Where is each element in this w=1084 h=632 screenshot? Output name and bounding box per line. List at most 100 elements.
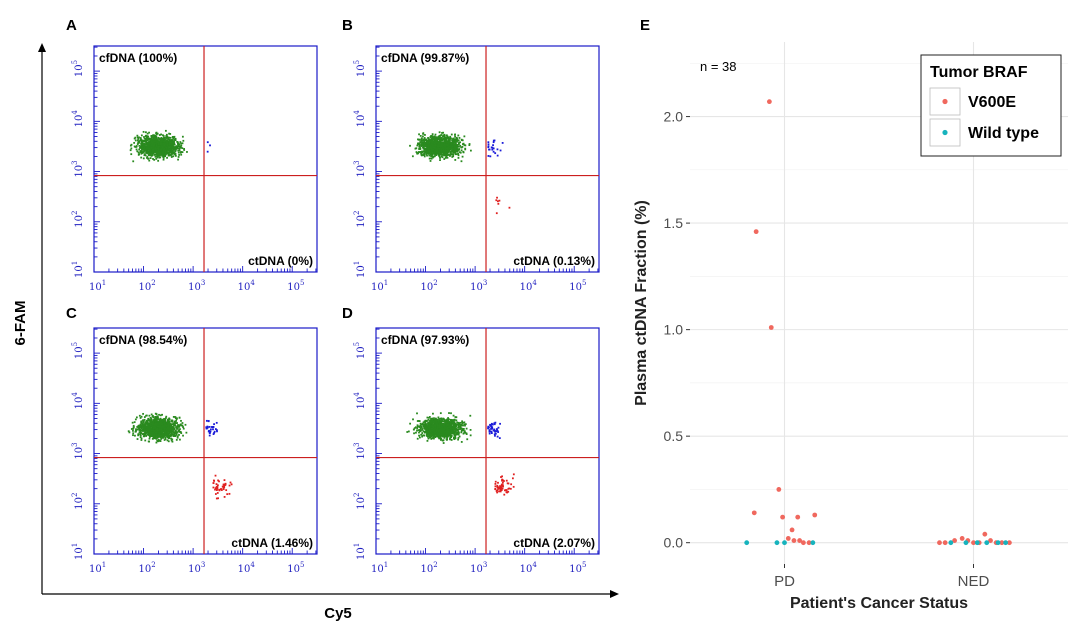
cfdna-droplet (168, 424, 171, 426)
cfdna-droplet (449, 147, 451, 150)
cfdna-droplet (457, 421, 460, 424)
cfdna-droplet (146, 149, 149, 151)
cfdna-droplet (150, 429, 153, 432)
ctdna-droplet (214, 488, 216, 491)
cfdna-droplet (184, 423, 187, 426)
cfdna-droplet (440, 419, 443, 421)
cfdna-droplet (445, 143, 448, 146)
cfdna-droplet (152, 431, 155, 434)
cfdna-droplet (416, 429, 418, 432)
cfdna-droplet (174, 432, 177, 435)
panel-letter: D (342, 305, 353, 322)
cfdna-droplet (173, 431, 175, 434)
cfdna-droplet (466, 438, 469, 441)
cfdna-droplet (428, 154, 431, 157)
cfdna-droplet (453, 419, 456, 421)
cfdna-droplet (149, 157, 152, 159)
cfdna-droplet (463, 431, 466, 434)
cfdna-droplet (426, 147, 428, 150)
cfdna-droplet (430, 430, 433, 433)
axis-ticks (93, 46, 317, 273)
cfdna-droplet (452, 428, 455, 430)
double-positive-droplet (216, 430, 218, 433)
cfdna-droplet (460, 429, 463, 432)
cfdna-droplet (438, 425, 441, 427)
cfdna-droplet (441, 439, 444, 442)
cfdna-droplet (159, 144, 162, 146)
cfdna-droplet (139, 146, 141, 149)
cfdna-droplet (434, 138, 437, 141)
cfdna-droplet (154, 417, 157, 420)
double-positive-droplet (209, 430, 212, 433)
cfdna-droplet (464, 144, 467, 147)
ctdna-droplet (216, 486, 219, 489)
cfdna-droplet (428, 424, 431, 427)
cfdna-droplet (177, 147, 179, 150)
cfdna-droplet (439, 145, 441, 148)
cfdna-droplet (153, 136, 155, 139)
cfdna-droplet (168, 431, 171, 434)
double-positive-droplet (209, 144, 211, 147)
cfdna-droplet (147, 419, 149, 422)
cfdna-droplet (443, 158, 446, 160)
cfdna-droplet (411, 155, 414, 158)
cfdna-droplet (443, 141, 446, 144)
cfdna-droplet (423, 144, 426, 147)
cfdna-droplet (428, 138, 431, 141)
cfdna-droplet (428, 416, 430, 419)
cfdna-droplet (168, 432, 171, 435)
cfdna-droplet (446, 152, 449, 155)
cfdna-droplet (422, 132, 425, 135)
cfdna-droplet (447, 433, 450, 436)
cfdna-droplet (152, 419, 155, 422)
cfdna-droplet (455, 416, 458, 419)
ctdna-droplet (224, 482, 227, 485)
cfdna-droplet (144, 426, 147, 428)
cfdna-droplet (160, 428, 163, 431)
cfdna-droplet (427, 142, 430, 145)
ctdna-droplet (510, 483, 513, 486)
cfdna-droplet (162, 156, 165, 159)
cfdna-droplet (158, 156, 161, 159)
cfdna-droplet (449, 425, 452, 428)
cfdna-droplet (170, 434, 173, 436)
ctdna-droplet (500, 486, 503, 489)
cfdna-droplet (155, 145, 158, 148)
cfdna-droplet (440, 138, 442, 141)
cfdna-droplet (179, 423, 182, 426)
cfdna-droplet (445, 151, 447, 154)
cfdna-droplet (421, 154, 424, 156)
cfdna-droplet (146, 427, 148, 430)
cfdna-droplet (168, 151, 171, 154)
cfdna-droplet (443, 428, 446, 431)
cfdna-droplet (155, 144, 158, 147)
cfdna-droplet (132, 426, 135, 429)
ctdna-droplet (500, 476, 502, 478)
cfdna-droplet (144, 423, 147, 426)
cfdna-droplet (453, 432, 456, 435)
cfdna-droplet (434, 423, 437, 426)
cfdna-droplet (145, 421, 148, 424)
ctdna-droplet (222, 483, 225, 486)
cfdna-droplet (140, 144, 143, 146)
cfdna-droplet (162, 158, 165, 161)
cfdna-droplet (427, 430, 430, 433)
x-tick-label: 105 (287, 561, 304, 575)
cfdna-droplet (155, 434, 158, 437)
cfdna-droplet (141, 428, 144, 430)
cfdna-droplet (152, 145, 155, 148)
cfdna-droplet (452, 423, 455, 425)
cfdna-droplet (439, 137, 442, 140)
cfdna-droplet (155, 139, 157, 141)
cfdna-droplet (143, 146, 146, 149)
cfdna-droplet (160, 430, 163, 432)
cfdna-droplet (163, 439, 166, 441)
plot-frame (375, 327, 600, 555)
cfdna-droplet (432, 428, 435, 431)
cfdna-droplet (435, 145, 438, 147)
cfdna-droplet (174, 417, 177, 420)
cfdna-droplet (166, 431, 169, 433)
cfdna-droplet (420, 426, 423, 429)
cfdna-droplet (148, 145, 151, 147)
cfdna-droplet (448, 412, 450, 414)
